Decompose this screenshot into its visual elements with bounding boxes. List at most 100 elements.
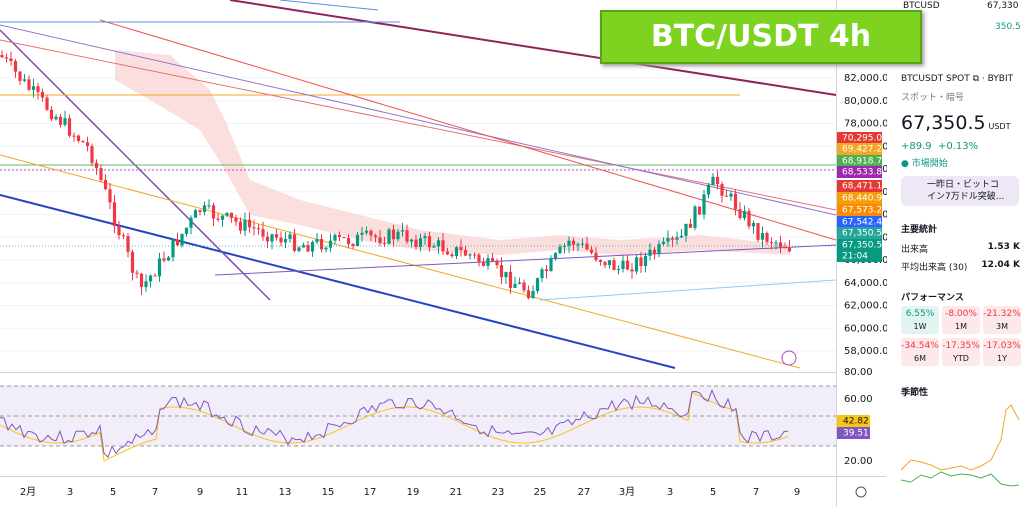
perf-cell: -34.54% 6M <box>901 338 939 366</box>
candle <box>481 261 486 266</box>
candle <box>297 247 301 251</box>
candle <box>522 282 526 291</box>
candle <box>571 240 576 245</box>
candle <box>40 91 45 98</box>
x-label: 9 <box>197 487 203 498</box>
candle <box>256 228 261 230</box>
candle <box>787 247 792 252</box>
perf-value: -17.03% <box>983 341 1021 351</box>
candle <box>58 116 63 125</box>
candle <box>144 281 148 288</box>
rsi-tag-label: 39.51 <box>843 429 869 439</box>
candle <box>175 239 180 246</box>
candle <box>720 184 724 196</box>
candle <box>247 219 252 228</box>
price-tag-label: 69,427.2 <box>842 145 882 155</box>
candle <box>783 247 787 249</box>
x-label: 9 <box>794 487 800 498</box>
candle <box>391 229 396 240</box>
x-label: 23 <box>492 487 505 498</box>
candle <box>450 254 454 257</box>
candle <box>310 241 315 252</box>
candle <box>553 253 558 259</box>
perf-value: -17.35% <box>942 341 980 351</box>
price-tag-label: 68,440.9 <box>842 194 882 204</box>
candle <box>576 244 580 246</box>
perf-value: -21.32% <box>983 309 1021 319</box>
price-tag <box>837 132 882 144</box>
candle <box>135 272 139 274</box>
candle <box>324 247 328 250</box>
price-tag <box>837 180 882 192</box>
price-tag-label: 67,573.2 <box>842 206 882 216</box>
candle <box>337 234 342 238</box>
candle <box>454 247 459 257</box>
candle <box>517 282 522 284</box>
candle <box>652 249 657 255</box>
candle <box>193 210 198 218</box>
x-label: 21 <box>450 487 463 498</box>
candle <box>76 135 81 141</box>
x-label: 3 <box>667 487 673 498</box>
candle <box>279 237 283 243</box>
candle <box>355 234 360 247</box>
stat-label: 出来高 <box>901 245 929 255</box>
candle <box>760 233 765 240</box>
candle <box>616 269 621 271</box>
ticker: BTCUSD <box>903 1 940 11</box>
ticker-price2: 350.5 <box>995 22 1021 32</box>
candle <box>558 246 562 254</box>
candle <box>45 97 49 110</box>
perf-period: 3M <box>996 322 1008 331</box>
candle <box>27 79 31 90</box>
rsi-label: 20.00 <box>844 456 873 467</box>
candle <box>171 239 175 258</box>
stat-value: 12.04 K <box>981 260 1020 270</box>
candle <box>162 258 166 261</box>
candle <box>549 258 553 272</box>
ticker-price: 67,330 <box>987 1 1019 11</box>
candle <box>121 235 126 237</box>
perf-value: -8.00% <box>945 309 977 319</box>
candle <box>715 176 720 185</box>
candle <box>612 260 616 270</box>
candle <box>562 245 567 247</box>
candle <box>684 223 688 236</box>
price-tag-label: 21:04 <box>842 252 868 262</box>
candle <box>675 237 679 240</box>
candle <box>315 239 319 242</box>
price-tag-label: 70,295.0 <box>842 134 882 144</box>
candle <box>54 116 58 120</box>
candle <box>621 260 625 270</box>
season-title: 季節性 <box>901 388 929 398</box>
rsi-label: 80.00 <box>844 367 873 378</box>
candle <box>472 254 477 256</box>
candle <box>459 247 463 250</box>
x-label: 5 <box>710 487 716 498</box>
candle <box>463 249 468 256</box>
price-label: 82,000.0 <box>844 73 887 84</box>
candle <box>216 218 220 220</box>
candle <box>72 135 76 137</box>
news[interactable]: 一昨日・ビットコイン7万ドル突破... <box>901 176 1019 206</box>
candle <box>670 238 675 240</box>
candle <box>693 206 697 228</box>
candle <box>625 260 630 270</box>
candle <box>189 217 193 228</box>
x-label: 19 <box>407 487 420 498</box>
candle <box>769 241 774 243</box>
candle <box>639 257 643 266</box>
perf-cell: -8.00% 1M <box>942 306 980 334</box>
x-label: 7 <box>753 487 759 498</box>
candle <box>265 236 270 242</box>
candle <box>508 271 513 288</box>
candle <box>166 257 171 261</box>
candle <box>378 237 382 244</box>
chart: 82,000.080,000.078,000.076,000.074,000.0… <box>0 0 887 507</box>
candle <box>342 237 346 239</box>
candle <box>292 234 297 251</box>
side-panel: BTCUSD 67,330 350.5 BTCUSDT SPOT ⧉ · BYB… <box>887 0 1024 507</box>
x-label: 25 <box>534 487 547 498</box>
status: 市場開始 <box>911 159 948 169</box>
candle <box>774 242 778 244</box>
